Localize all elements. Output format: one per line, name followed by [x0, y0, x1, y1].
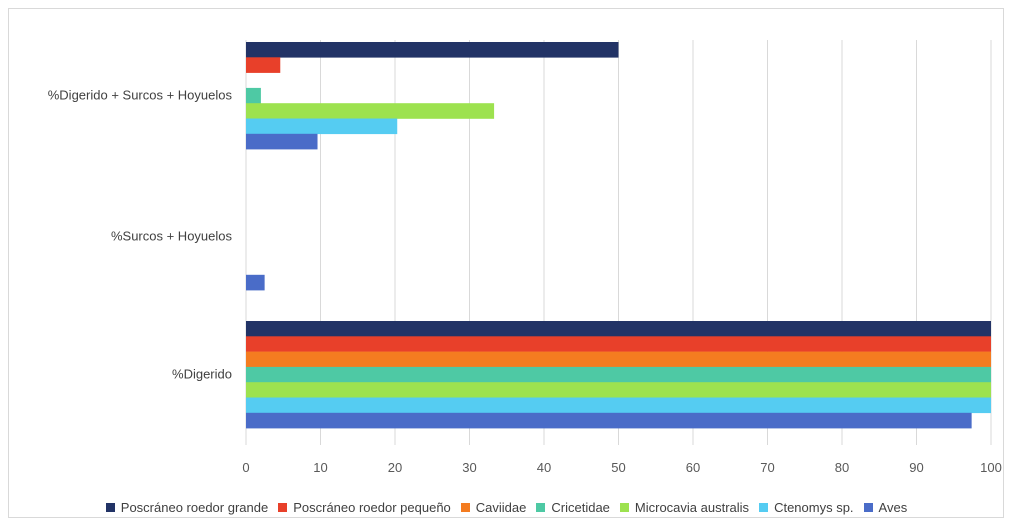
legend-item: Microcavia australis: [619, 499, 750, 515]
legend-label: Poscráneo roedor pequeño: [293, 499, 451, 515]
legend-item: Ctenomys sp.: [759, 499, 854, 515]
x-tick-label: 70: [760, 460, 774, 475]
x-tick-label: 10: [313, 460, 327, 475]
bar: [246, 321, 991, 337]
chart-frame: [8, 8, 1004, 518]
legend-item: Poscráneo roedor grande: [105, 499, 269, 515]
bar: [246, 351, 991, 368]
x-tick-label: 100: [980, 460, 1002, 475]
legend-swatch: [863, 502, 873, 512]
legend-label: Ctenomys sp.: [774, 499, 854, 515]
y-category-label: %Surcos + Hoyuelos: [111, 229, 233, 244]
bar: [246, 382, 991, 398]
legend-label: Microcavia australis: [634, 499, 750, 515]
legend-swatch: [105, 502, 115, 512]
x-tick-label: 30: [462, 460, 476, 475]
bar: [246, 87, 261, 104]
x-tick-label: 60: [686, 460, 700, 475]
legend-swatch: [536, 502, 546, 512]
legend-item: Aves: [863, 499, 908, 515]
legend-label: Cricetidae: [551, 499, 610, 515]
bar: [246, 274, 265, 291]
legend-item: Cricetidae: [536, 500, 610, 515]
bar: [246, 336, 991, 352]
x-tick-label: 80: [835, 460, 849, 475]
y-category-label: %Digerido: [172, 367, 232, 382]
legend-item: Poscráneo roedor pequeño: [278, 500, 451, 515]
legend-swatch: [759, 502, 769, 512]
bar: [246, 397, 991, 414]
bar: [246, 412, 972, 429]
bar: [246, 366, 991, 383]
legend-label: Poscráneo roedor grande: [120, 499, 269, 515]
x-tick-label: 0: [242, 460, 249, 475]
legend-item: Caviidae: [460, 499, 527, 515]
legend-swatch: [278, 502, 288, 512]
chart-legend: Poscráneo roedor grande Poscráneo roedor …: [0, 495, 1013, 519]
bar: [246, 57, 281, 73]
x-tick-label: 20: [388, 460, 402, 475]
x-tick-label: 50: [611, 460, 625, 475]
x-tick-label: 40: [537, 460, 551, 475]
legend-swatch: [619, 502, 629, 512]
legend-swatch: [460, 502, 470, 512]
x-tick-label: 90: [909, 460, 923, 475]
bar: [246, 42, 619, 58]
bar: [246, 133, 318, 150]
legend-label: Caviidae: [475, 499, 527, 515]
y-category-label: %Digerido + Surcos + Hoyuelos: [48, 88, 233, 103]
bar: [246, 118, 398, 135]
bar: [246, 103, 495, 119]
legend-label: Aves: [878, 499, 908, 515]
bar-chart: 0 10 20 30 40 50 60 70 80 90 100 %Digerido + Surcos…: [48, 40, 1002, 475]
